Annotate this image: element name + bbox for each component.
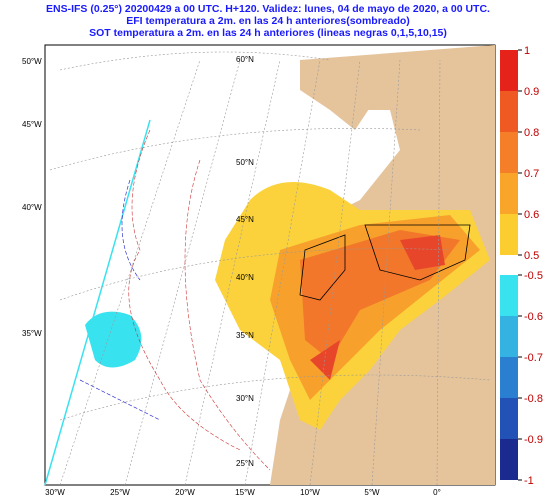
colorbar-label: -0.6 xyxy=(524,311,543,323)
lon-label: 40°W xyxy=(22,203,42,212)
colorbar: 1 0.9 0.8 0.7 0.6 0.5 -0.5 -0.6 -0.7 -0.8 -0.9 -1 xyxy=(500,45,543,487)
geo-labels: 60°N 50°N 45°N 40°N 35°N 30°N 25°N 50°W 45°W 40°W… xyxy=(22,55,441,497)
colorbar-segment xyxy=(500,91,518,132)
sot-contour xyxy=(299,224,471,301)
lon-label: 35°W xyxy=(22,329,42,338)
header-line: ENS-IFS (0.25°) 20200429 a 00 UTC. H+120… xyxy=(46,3,490,15)
lat-label: 45°N xyxy=(236,215,254,224)
colorbar-label: -0.7 xyxy=(524,352,543,364)
graticule xyxy=(49,51,491,421)
colorbar-segment xyxy=(500,275,518,316)
colorbar-segment xyxy=(500,132,518,173)
land xyxy=(330,55,375,130)
lon-label: 10°W xyxy=(300,488,320,497)
lat-label: 50°N xyxy=(236,158,254,167)
lat-label: 60°N xyxy=(236,55,254,64)
graticule xyxy=(59,59,441,486)
lat-label: 35°N xyxy=(236,331,254,340)
colorbar-label: 0.8 xyxy=(524,127,539,139)
colorbar-label: 1 xyxy=(524,45,530,57)
colorbar-segment xyxy=(500,398,518,439)
lat-label: 40°N xyxy=(236,273,254,282)
colorbar-label: 0.9 xyxy=(524,86,539,98)
colorbar-label: 0.6 xyxy=(524,209,539,221)
sea-contour xyxy=(79,179,161,421)
cyan-contour xyxy=(44,119,151,486)
lon-label: 25°W xyxy=(110,488,130,497)
colorbar-segment xyxy=(500,214,518,255)
colorbar-segment xyxy=(500,50,518,91)
colorbar-label: 0.5 xyxy=(524,250,539,262)
colorbar-segment xyxy=(500,439,518,480)
colorbar-label: -0.9 xyxy=(524,434,543,446)
lon-label: 15°W xyxy=(235,488,255,497)
lon-label: 45°W xyxy=(22,120,42,129)
header-line: EFI temperatura a 2m. en las 24 h anteri… xyxy=(126,15,410,27)
lon-label: 5°W xyxy=(364,488,380,497)
colorbar-label: -0.5 xyxy=(524,270,543,282)
lat-label: 30°N xyxy=(236,394,254,403)
colorbar-segment xyxy=(500,357,518,398)
sea-contour xyxy=(128,129,271,471)
lon-label: 20°W xyxy=(175,488,195,497)
header: ENS-IFS (0.25°) 20200429 a 00 UTC. H+120… xyxy=(46,3,490,39)
lon-label: 0° xyxy=(433,488,441,497)
lon-label: 30°W xyxy=(45,488,65,497)
efi-shading xyxy=(85,311,142,368)
colorbar-label: 0.7 xyxy=(524,168,539,180)
colorbar-segment xyxy=(500,173,518,214)
colorbar-label: -0.8 xyxy=(524,393,543,405)
lat-label: 25°N xyxy=(236,459,254,468)
colorbar-label: -1 xyxy=(524,475,534,487)
header-line: SOT temperatura a 2m. en las 24 h anteri… xyxy=(89,27,447,39)
lon-label: 50°W xyxy=(22,57,42,66)
colorbar-segment xyxy=(500,316,518,357)
map-area xyxy=(44,44,496,486)
